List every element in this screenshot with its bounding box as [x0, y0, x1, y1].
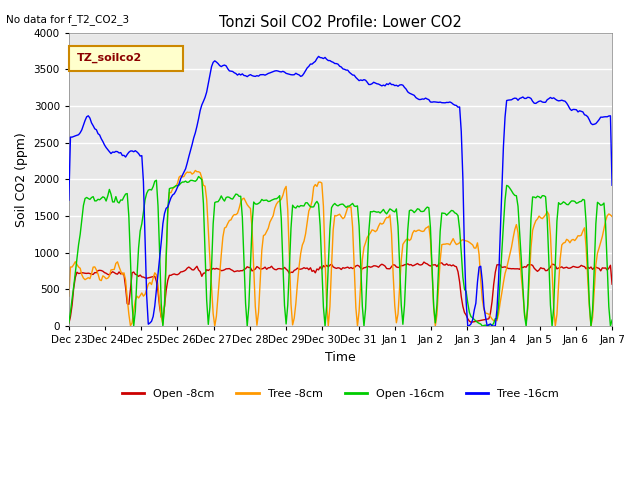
Y-axis label: Soil CO2 (ppm): Soil CO2 (ppm): [15, 132, 28, 227]
Title: Tonzi Soil CO2 Profile: Lower CO2: Tonzi Soil CO2 Profile: Lower CO2: [219, 15, 462, 30]
X-axis label: Time: Time: [325, 350, 356, 364]
FancyBboxPatch shape: [69, 46, 183, 71]
Legend: Open -8cm, Tree -8cm, Open -16cm, Tree -16cm: Open -8cm, Tree -8cm, Open -16cm, Tree -…: [117, 384, 564, 403]
Text: No data for f_T2_CO2_3: No data for f_T2_CO2_3: [6, 14, 129, 25]
Text: TZ_soilco2: TZ_soilco2: [77, 53, 142, 63]
